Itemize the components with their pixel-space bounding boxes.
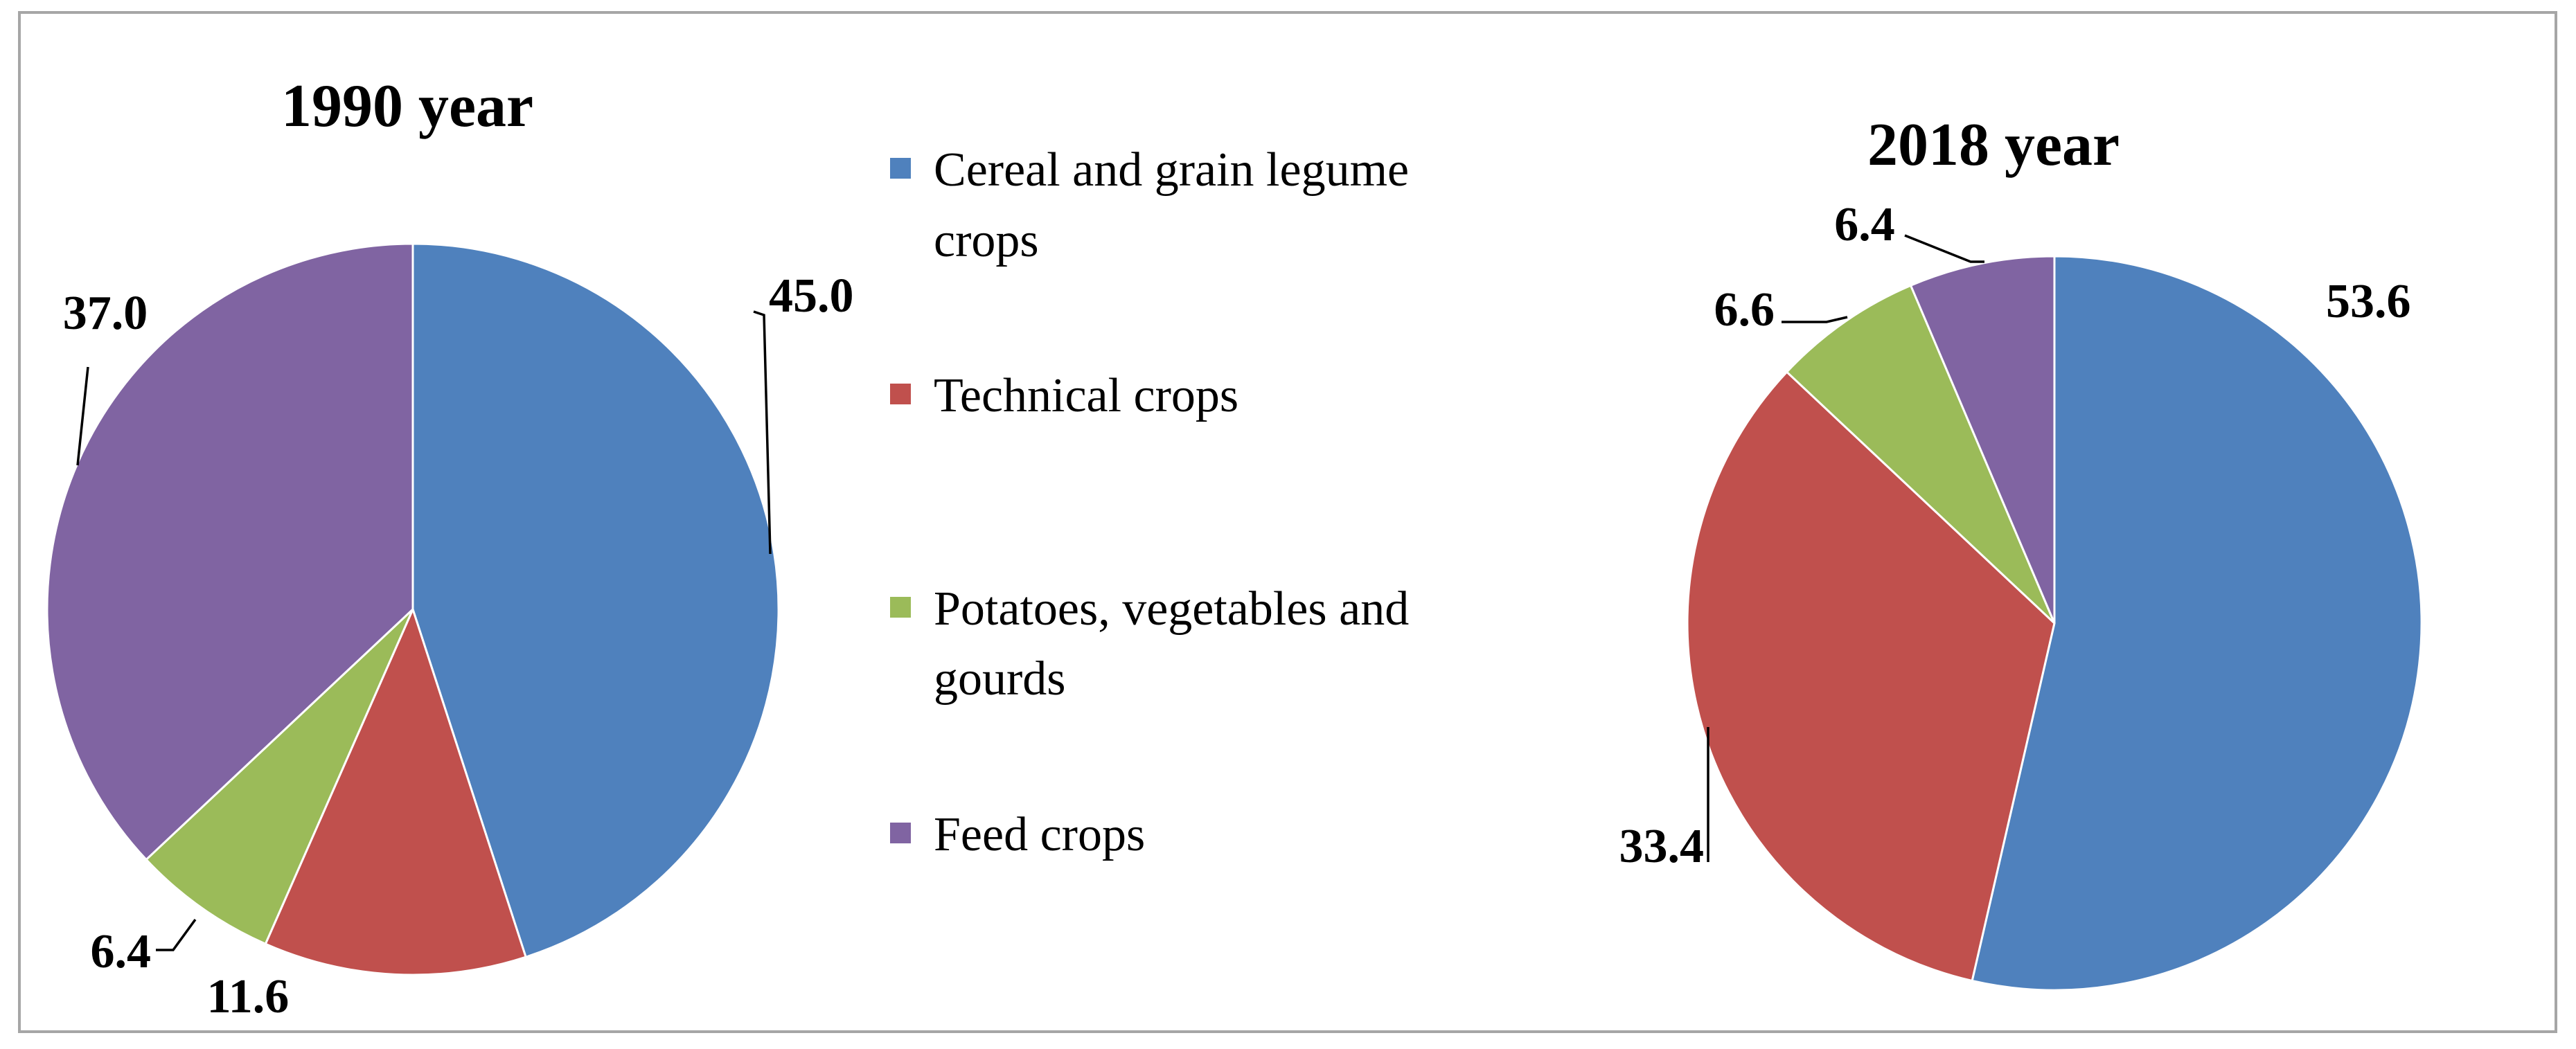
pie-2018-label-technical: 33.4 bbox=[1619, 820, 1705, 873]
pie-2018-slice-feed bbox=[1909, 255, 2056, 624]
pie-2018-slice-potatoes bbox=[1785, 284, 2056, 625]
pie-chart-1990: 1990 year 45.0 11.6 6.4 37.0 bbox=[46, 73, 854, 1023]
pie-1990-label-technical: 11.6 bbox=[207, 970, 290, 1023]
pie-2018-leader-lines bbox=[1707, 234, 1984, 862]
legend-label-technical: Technical crops bbox=[934, 369, 1238, 422]
leader-2018-potatoes bbox=[1782, 316, 1848, 323]
pie-1990-label-potatoes: 6.4 bbox=[91, 925, 152, 978]
pie-1990-label-feed: 37.0 bbox=[63, 287, 148, 340]
legend: Cereal and grain legume crops Technical … bbox=[890, 143, 1409, 861]
pie-1990-label-cereal: 45.0 bbox=[769, 269, 854, 323]
legend-swatch-potatoes bbox=[890, 597, 911, 618]
pie-2018-slice-cereal bbox=[1971, 255, 2423, 992]
leader-1990-feed bbox=[76, 366, 89, 466]
pie-2018-label-feed: 6.4 bbox=[1834, 198, 1895, 251]
pie-1990-leader-lines bbox=[76, 310, 772, 951]
legend-label-feed: Feed crops bbox=[934, 808, 1145, 861]
leader-2018-feed bbox=[1904, 234, 1984, 263]
legend-swatch-feed bbox=[890, 823, 911, 843]
legend-label-potatoes-line1: Potatoes, vegetables and bbox=[934, 582, 1409, 636]
legend-label-cereal-line1: Cereal and grain legume bbox=[934, 143, 1409, 197]
legend-swatch-technical bbox=[890, 384, 911, 404]
pie-2018-title: 2018 year bbox=[1867, 111, 2120, 179]
pie-2018-slices bbox=[1686, 255, 2423, 992]
pie-1990-slices bbox=[46, 242, 780, 976]
legend-swatch-cereal bbox=[890, 158, 911, 179]
pie-1990-slice-cereal bbox=[411, 242, 780, 959]
pie-1990-slice-technical bbox=[264, 606, 528, 976]
pie-chart-2018: 2018 year 53.6 33.4 6.6 6.4 bbox=[1619, 111, 2423, 992]
pie-2018-label-cereal: 53.6 bbox=[2326, 275, 2411, 328]
pie-1990-title: 1990 year bbox=[281, 73, 533, 140]
legend-label-cereal-line2: crops bbox=[934, 214, 1039, 267]
leader-1990-cereal bbox=[753, 310, 772, 555]
pie-2018-label-potatoes: 6.6 bbox=[1714, 283, 1775, 337]
pie-1990-slice-potatoes bbox=[144, 608, 414, 946]
pie-2018-slice-technical bbox=[1686, 370, 2056, 983]
legend-label-potatoes-line2: gourds bbox=[934, 652, 1066, 706]
leader-1990-potatoes bbox=[156, 918, 197, 951]
